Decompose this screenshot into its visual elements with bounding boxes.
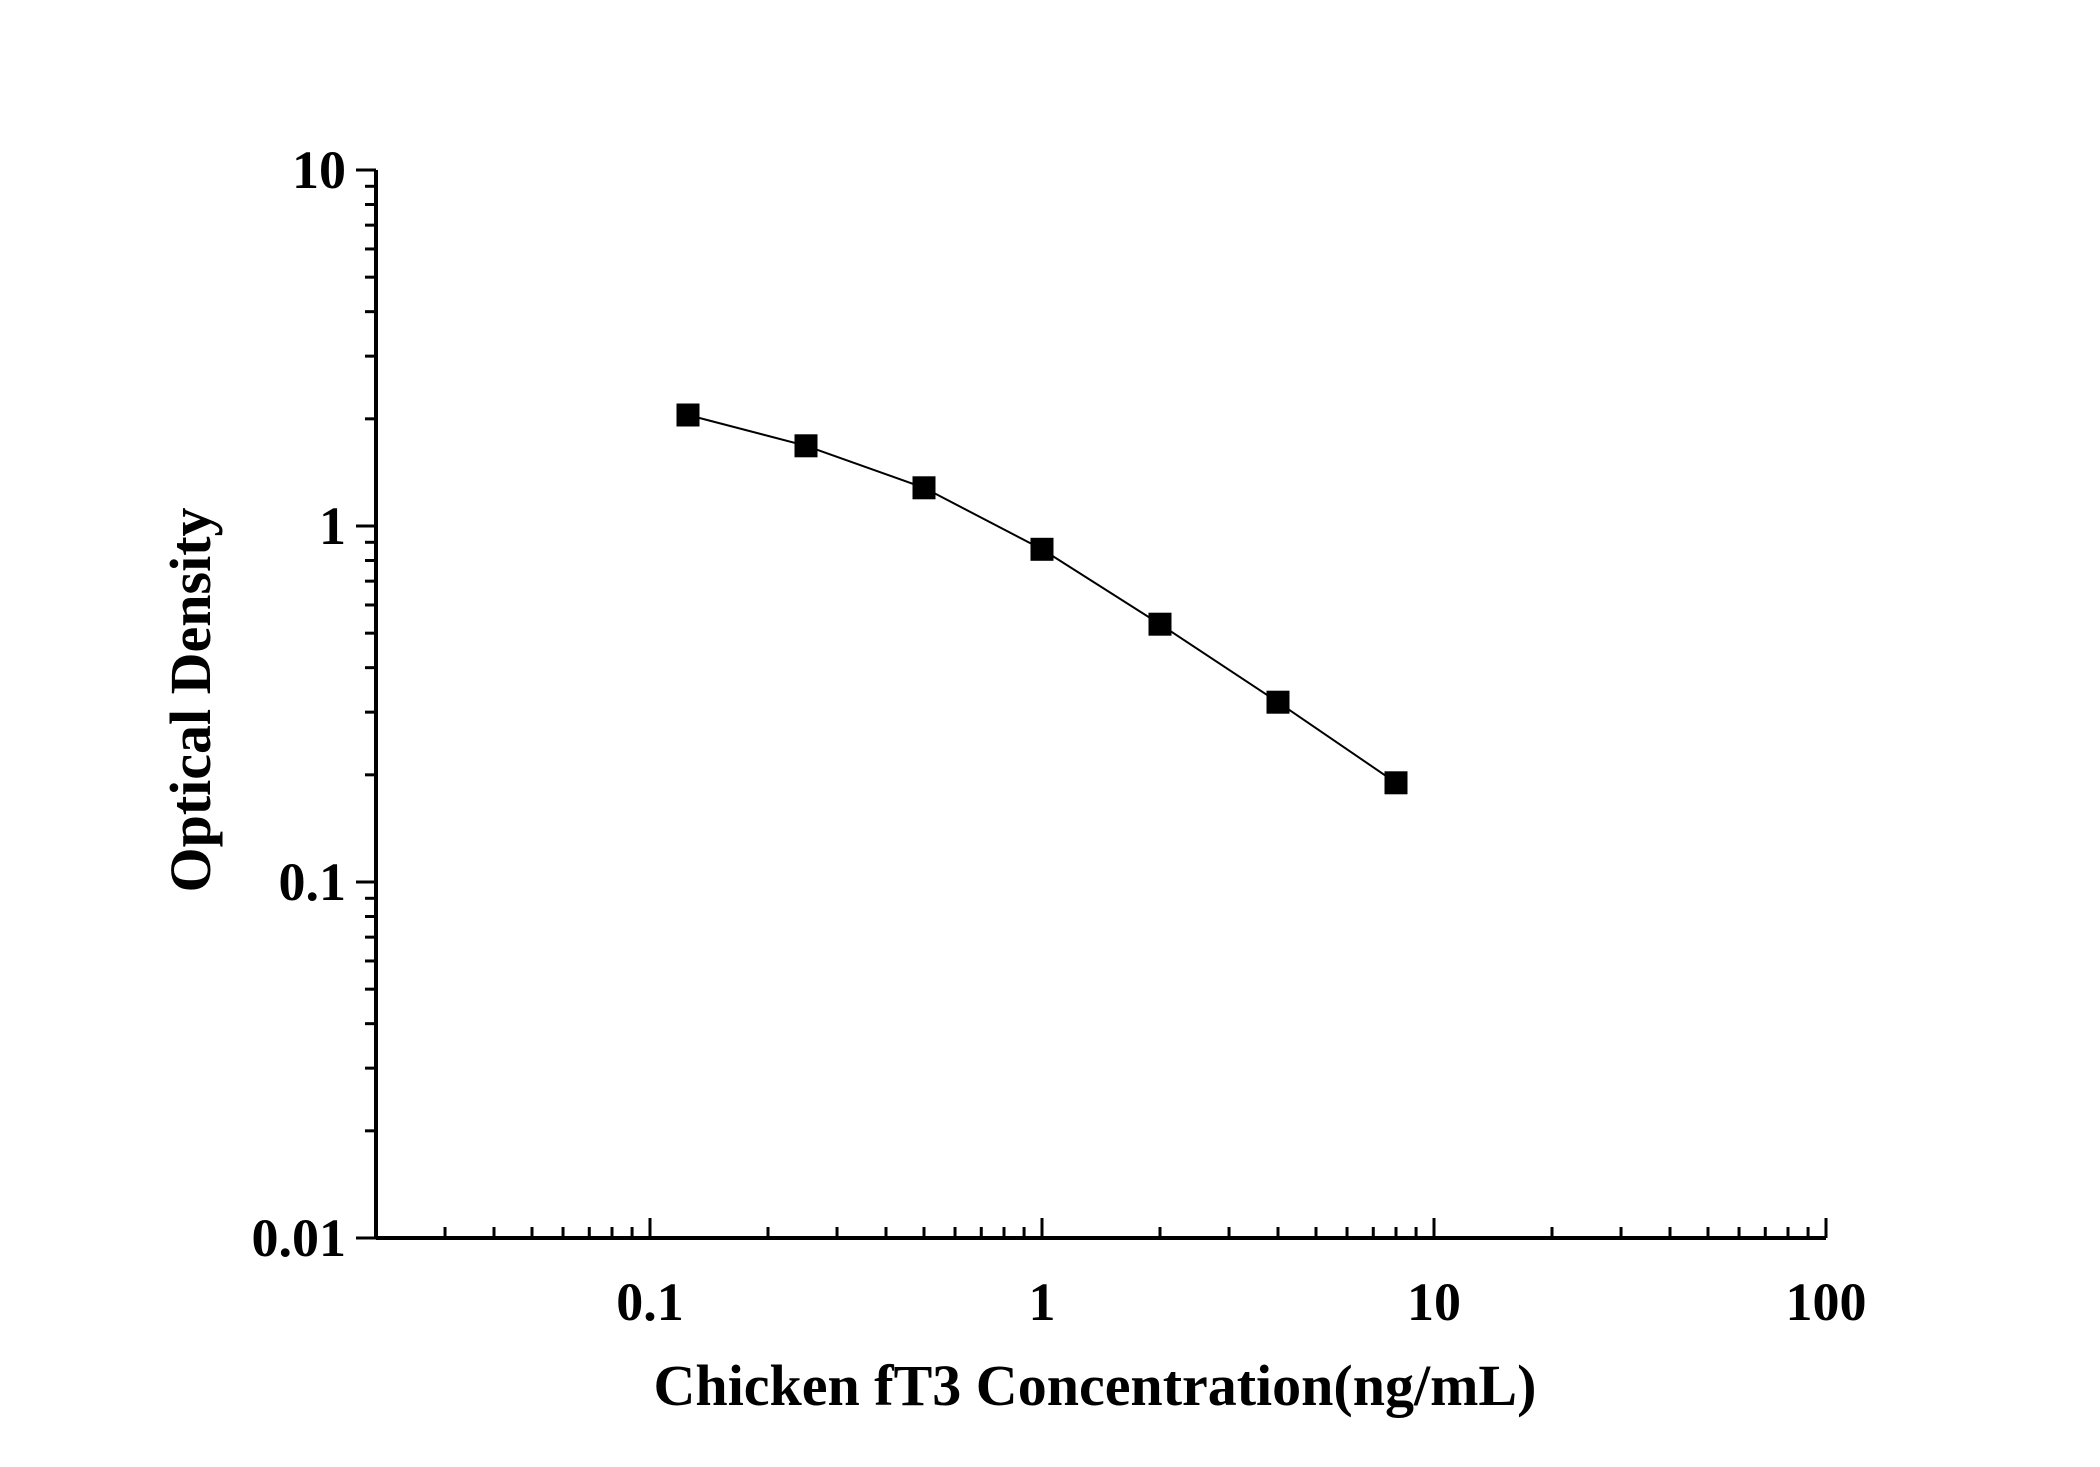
- x-tick-label: 10: [1407, 1272, 1461, 1332]
- data-point: [794, 434, 818, 458]
- data-point: [1384, 771, 1408, 795]
- data-point: [1266, 690, 1290, 714]
- ticks: [356, 168, 1828, 1240]
- y-axis-title: Optical Density: [158, 507, 223, 892]
- data-point: [1148, 612, 1172, 636]
- x-axis-title: Chicken fT3 Concentration(ng/mL): [654, 1353, 1537, 1418]
- x-tick-label: 1: [1028, 1272, 1055, 1332]
- series-group: [676, 403, 1408, 795]
- x-tick-label: 100: [1786, 1272, 1867, 1332]
- y-tick-label: 0.01: [252, 1208, 347, 1268]
- x-tick-label: 0.1: [616, 1272, 684, 1332]
- tick-labels: 0.1 1 10 100 0.01 0.1 1 10: [252, 140, 1867, 1332]
- axes: [374, 170, 1826, 1240]
- y-tick-label: 1: [319, 496, 346, 556]
- y-tick-label: 10: [292, 140, 346, 200]
- data-point: [676, 403, 700, 427]
- data-point: [1030, 537, 1054, 561]
- y-tick-label: 0.1: [279, 852, 347, 912]
- data-point: [912, 476, 936, 500]
- series-line: [687, 414, 1397, 784]
